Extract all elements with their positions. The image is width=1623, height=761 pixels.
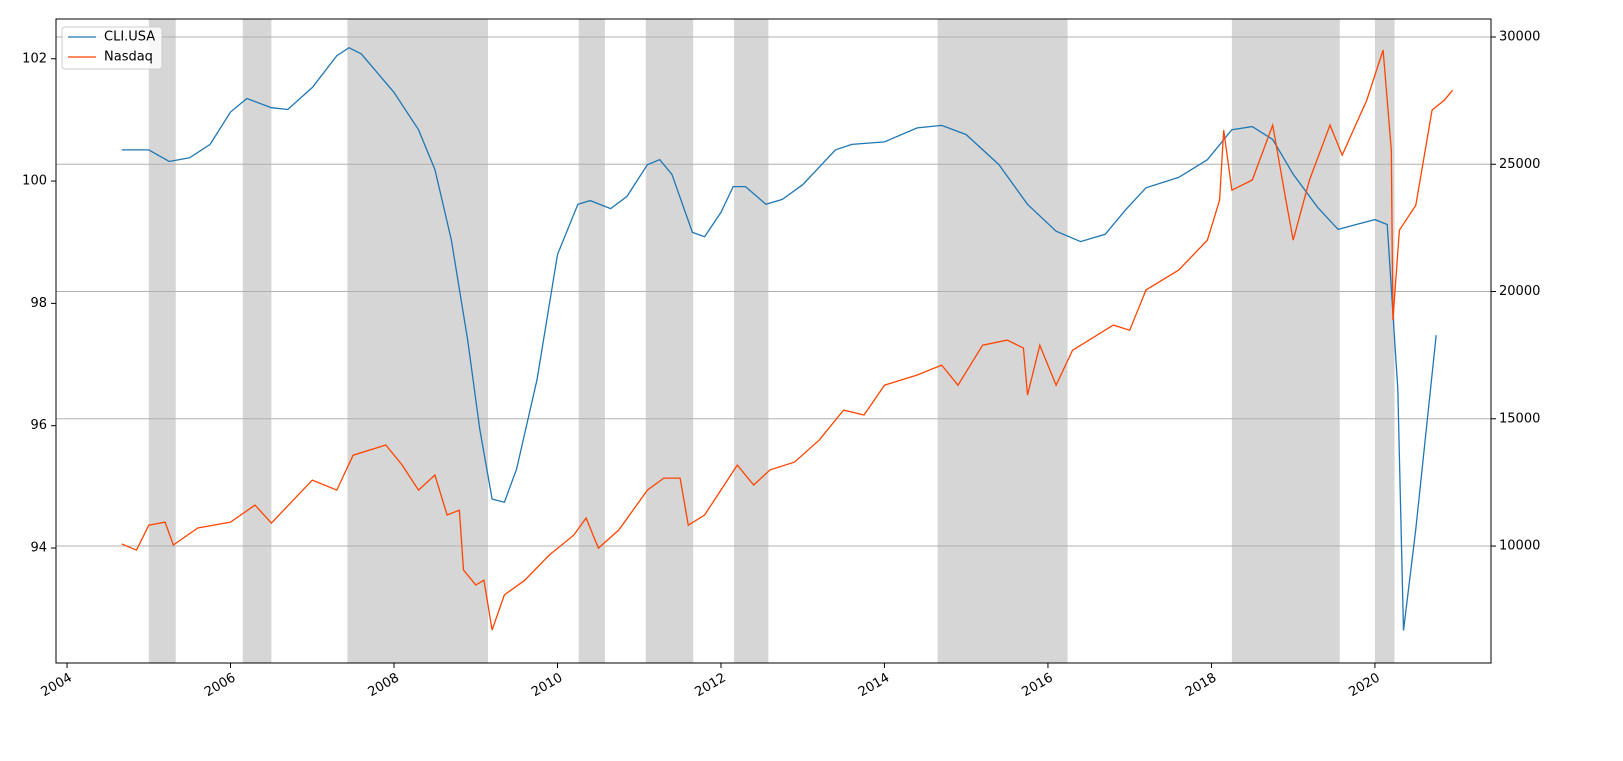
shaded-region [1374,19,1395,663]
legend-label: Nasdaq [104,50,153,65]
y-tick-label: 102 [22,51,47,66]
shaded-region [645,19,694,663]
plot-frame [55,18,1492,664]
series-line [121,49,1454,631]
shaded-region [347,19,489,663]
y-tick-label: 100 [22,174,47,189]
shaded-region [578,19,605,663]
y2-tick-label: 20000 [1499,284,1540,299]
legend-label: CLI.USA [104,30,155,45]
shaded-region [148,19,176,663]
shaded-region [1231,19,1340,663]
y-tick-label: 96 [30,418,47,433]
y-tick-label: 94 [30,541,47,556]
series-line [121,46,1437,631]
shaded-region [734,19,769,663]
y2-tick-label: 25000 [1499,157,1540,172]
y2-tick-label: 15000 [1499,411,1540,426]
y2-tick-label: 10000 [1499,539,1540,554]
y-tick-label: 98 [30,296,47,311]
shaded-region [242,19,272,663]
y2-tick-label: 30000 [1499,29,1540,44]
